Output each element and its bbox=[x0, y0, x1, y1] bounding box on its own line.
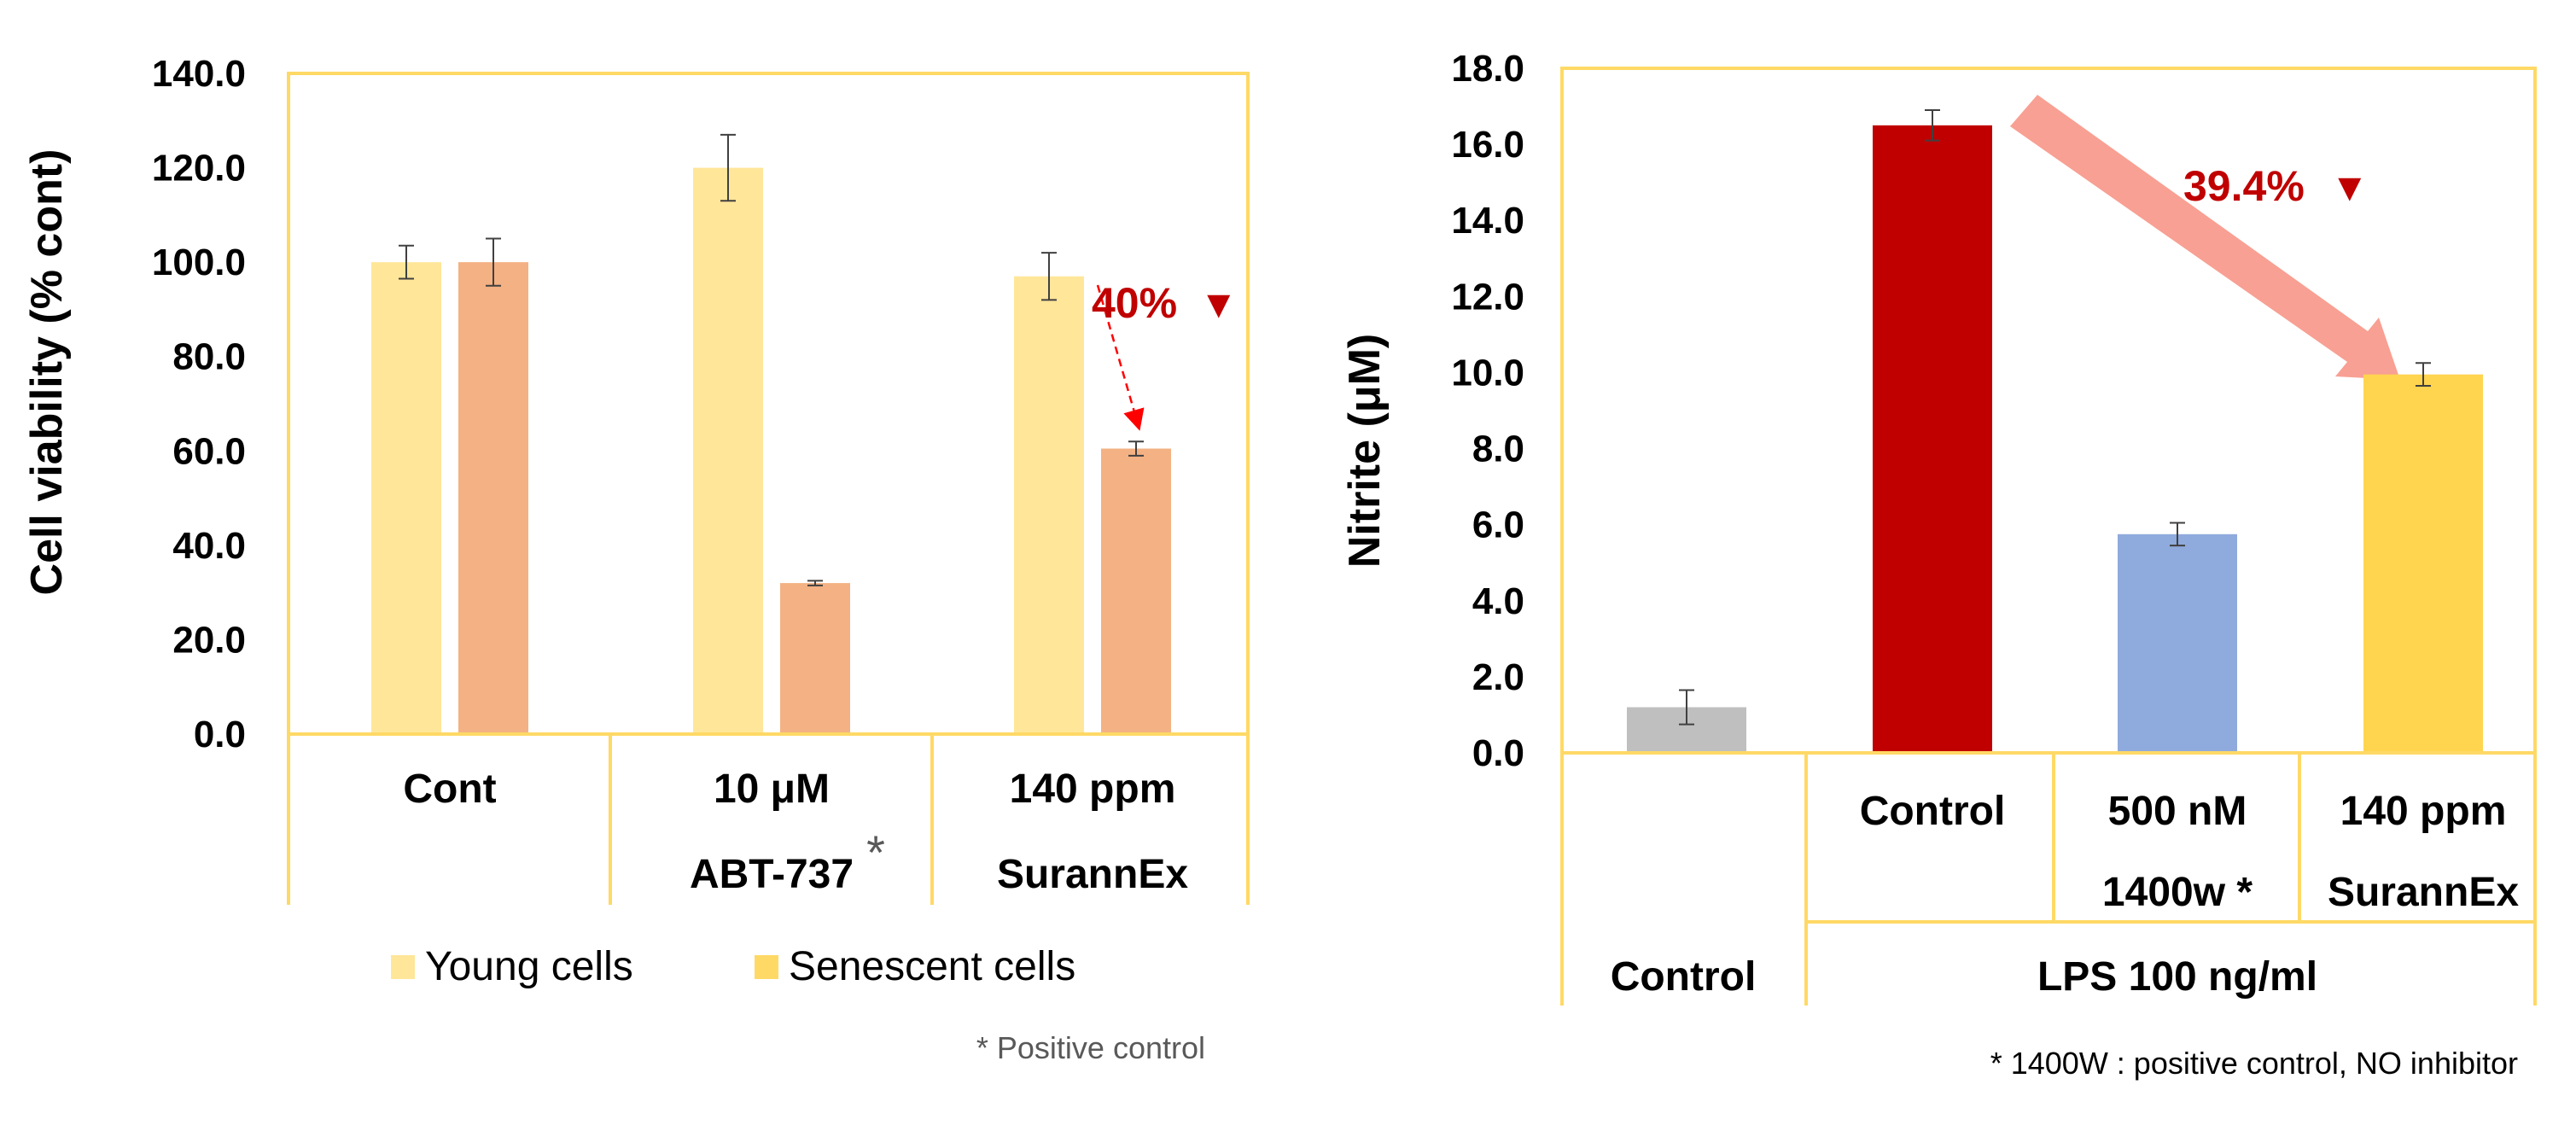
left-y-tick-label: 140.0 bbox=[152, 53, 246, 95]
bar-senescent-2 bbox=[1101, 448, 1171, 734]
right-y-tick-label: 16.0 bbox=[1451, 124, 1524, 166]
left-bars bbox=[371, 167, 1171, 735]
left-plot-border bbox=[287, 72, 1250, 736]
right-y-tick-label: 10.0 bbox=[1451, 352, 1524, 394]
right-y-tick-label: 2.0 bbox=[1472, 656, 1524, 698]
left-y-tick-label: 40.0 bbox=[172, 525, 246, 567]
right-plot-frame bbox=[1560, 67, 2537, 1006]
left-category-label-abt-line1: 10 μM bbox=[714, 767, 830, 812]
right-category-label-surannex-line1: 140 ppm bbox=[2340, 789, 2507, 834]
legend-label-senescent: Senescent cells bbox=[789, 944, 1075, 989]
right-plot-border bbox=[1560, 67, 2537, 755]
left-y-axis-title: Cell viability (% cont) bbox=[22, 149, 72, 596]
bar-right-3 bbox=[2363, 374, 2483, 753]
left-category-label-surannex-line1: 140 ppm bbox=[1010, 767, 1176, 812]
left-y-tick-label: 60.0 bbox=[172, 430, 246, 472]
legend-swatch-young bbox=[391, 955, 415, 979]
right-y-tick-label: 18.0 bbox=[1451, 48, 1524, 90]
bar-right-1 bbox=[1873, 125, 1992, 754]
left-error-bars bbox=[399, 133, 1144, 586]
left-category-label-abt-line2: ABT-737 bbox=[690, 852, 854, 897]
right-category-label-1400w-line2: 1400w * bbox=[2102, 870, 2253, 915]
right-y-tick-label: 12.0 bbox=[1451, 276, 1524, 318]
right-footnote: * 1400W : positive control, NO inhibitor bbox=[1990, 1046, 2518, 1081]
bar-young-2 bbox=[1014, 276, 1084, 734]
right-y-tick-label: 6.0 bbox=[1472, 504, 1524, 546]
left-plot-frame bbox=[287, 72, 1250, 905]
left-y-tick-label: 100.0 bbox=[152, 242, 246, 283]
left-y-tick-label: 80.0 bbox=[172, 336, 246, 378]
legend-swatch-senescent bbox=[755, 955, 778, 979]
left-category-labels: Cont 10 μM ABT-737 * 140 ppm SurannEx bbox=[403, 767, 1188, 897]
legend-label-young: Young cells bbox=[425, 944, 633, 989]
right-group-label-lps: LPS 100 ng/ml bbox=[2037, 954, 2317, 1000]
left-y-tick-label: 0.0 bbox=[194, 714, 246, 755]
left-y-tick-labels: 0.0 20.0 40.0 60.0 80.0 100.0 120.0 140.0 bbox=[152, 53, 246, 755]
right-chart: 0.0 2.0 4.0 6.0 8.0 10.0 12.0 14.0 16.0 18.0 Nitr… bbox=[1340, 48, 2537, 1081]
right-y-tick-label: 8.0 bbox=[1472, 428, 1524, 470]
right-y-tick-label: 4.0 bbox=[1472, 580, 1524, 622]
right-category-label-lps-control: Control bbox=[1860, 789, 2006, 834]
left-y-tick-label: 120.0 bbox=[152, 148, 246, 189]
left-chart: 0.0 20.0 40.0 60.0 80.0 100.0 120.0 140.0 Cell … bbox=[22, 53, 1250, 1065]
right-category-labels: Control 500 nM 1400w * 140 ppm SurannEx … bbox=[1611, 789, 2520, 1000]
bar-right-2 bbox=[2118, 533, 2237, 753]
bar-young-0 bbox=[371, 262, 441, 735]
bar-senescent-0 bbox=[458, 262, 528, 735]
left-reduction-down-triangle: ▼ bbox=[1199, 282, 1238, 326]
left-reduction-percent: 40% bbox=[1092, 279, 1177, 327]
left-y-tick-label: 20.0 bbox=[172, 619, 246, 661]
right-reduction-big-arrow bbox=[2010, 95, 2400, 380]
right-y-tick-label: 14.0 bbox=[1451, 200, 1524, 242]
right-group-label-control: Control bbox=[1611, 954, 1757, 1000]
right-category-label-surannex-line2: SurannEx bbox=[2328, 870, 2519, 915]
left-footnote: * Positive control bbox=[976, 1030, 1205, 1065]
right-y-axis-title: Nitrite (μM) bbox=[1340, 334, 1390, 568]
left-positive-control-asterisk: * bbox=[866, 825, 885, 879]
bar-senescent-1 bbox=[780, 583, 850, 734]
right-y-tick-label: 0.0 bbox=[1472, 732, 1524, 774]
right-y-tick-labels: 0.0 2.0 4.0 6.0 8.0 10.0 12.0 14.0 16.0 18.0 bbox=[1451, 48, 1524, 774]
bar-young-1 bbox=[693, 167, 763, 735]
right-category-label-1400w-line1: 500 nM bbox=[2108, 789, 2247, 834]
left-category-label-cont: Cont bbox=[403, 767, 496, 812]
right-bars bbox=[1627, 125, 2483, 754]
right-error-bars bbox=[1679, 109, 2431, 726]
left-category-label-surannex-line2: SurannEx bbox=[997, 852, 1188, 897]
left-legend: Young cells Senescent cells bbox=[391, 944, 1075, 989]
right-reduction-percent: 39.4% bbox=[2183, 162, 2305, 210]
right-reduction-down-triangle: ▼ bbox=[2330, 165, 2369, 209]
